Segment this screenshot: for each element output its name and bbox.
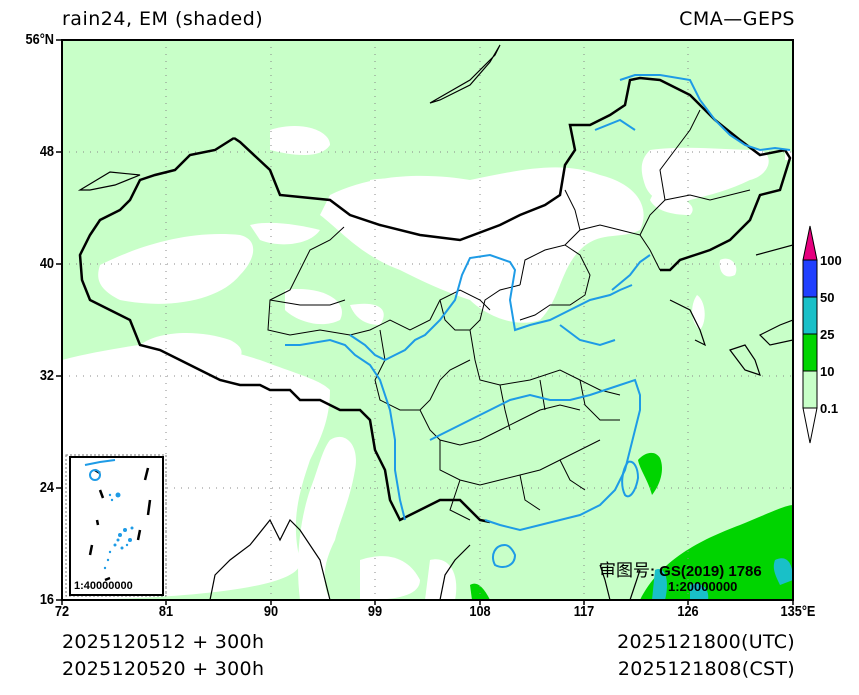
neighbour-borders <box>77 44 793 600</box>
heavy-rain-regions <box>652 558 793 600</box>
moderate-rain-regions <box>470 452 793 600</box>
y-tick-24: 24 <box>39 479 54 496</box>
colorbar <box>802 225 818 444</box>
colorbar-label-10: 10 <box>820 364 835 379</box>
valid-time-utc: 2025121800(UTC) <box>617 631 795 653</box>
main-map-scale: 1:20000000 <box>668 579 738 594</box>
x-tick-117: 117 <box>573 603 595 620</box>
dry-regions <box>62 125 793 600</box>
rivers-coastline <box>285 74 791 568</box>
y-tick-40: 40 <box>39 255 54 272</box>
chart-title: rain24, EM (shaded) <box>62 8 264 30</box>
colorbar-label-0-1: 0.1 <box>820 401 839 416</box>
valid-time-cst: 2025121808(CST) <box>617 658 795 680</box>
inset-map-scale: 1:40000000 <box>74 580 133 592</box>
model-name: CMA—GEPS <box>679 8 795 30</box>
x-tick-90: 90 <box>263 603 279 620</box>
y-tick-48: 48 <box>39 143 54 160</box>
y-tick-32: 32 <box>39 367 54 384</box>
x-tick-72: 72 <box>54 603 70 620</box>
map-review-number: 审图号: GS(2019) 1786 <box>599 556 762 581</box>
x-tick-99: 99 <box>367 603 383 620</box>
colorbar-label-25: 25 <box>820 327 835 342</box>
y-tick-56: 56°N <box>25 31 54 48</box>
x-tick-126: 126 <box>677 603 699 620</box>
init-time-utc: 2025120512 + 300h <box>62 631 265 653</box>
x-tick-81: 81 <box>158 603 174 620</box>
national-border <box>78 76 792 524</box>
x-tick-135: 135°E <box>780 603 816 620</box>
south-china-sea-inset <box>65 454 167 597</box>
x-tick-108: 108 <box>469 603 491 620</box>
plot-frame <box>61 39 794 601</box>
colorbar-label-100: 100 <box>820 253 842 268</box>
review-label-cn: 审图号 <box>599 561 650 581</box>
axis-ticks <box>56 39 794 605</box>
y-tick-16: 16 <box>39 591 54 608</box>
province-borders <box>267 109 751 521</box>
init-time-cst: 2025120520 + 300h <box>62 658 265 680</box>
colorbar-label-50: 50 <box>820 290 835 305</box>
review-number: : GS(2019) 1786 <box>650 563 762 580</box>
